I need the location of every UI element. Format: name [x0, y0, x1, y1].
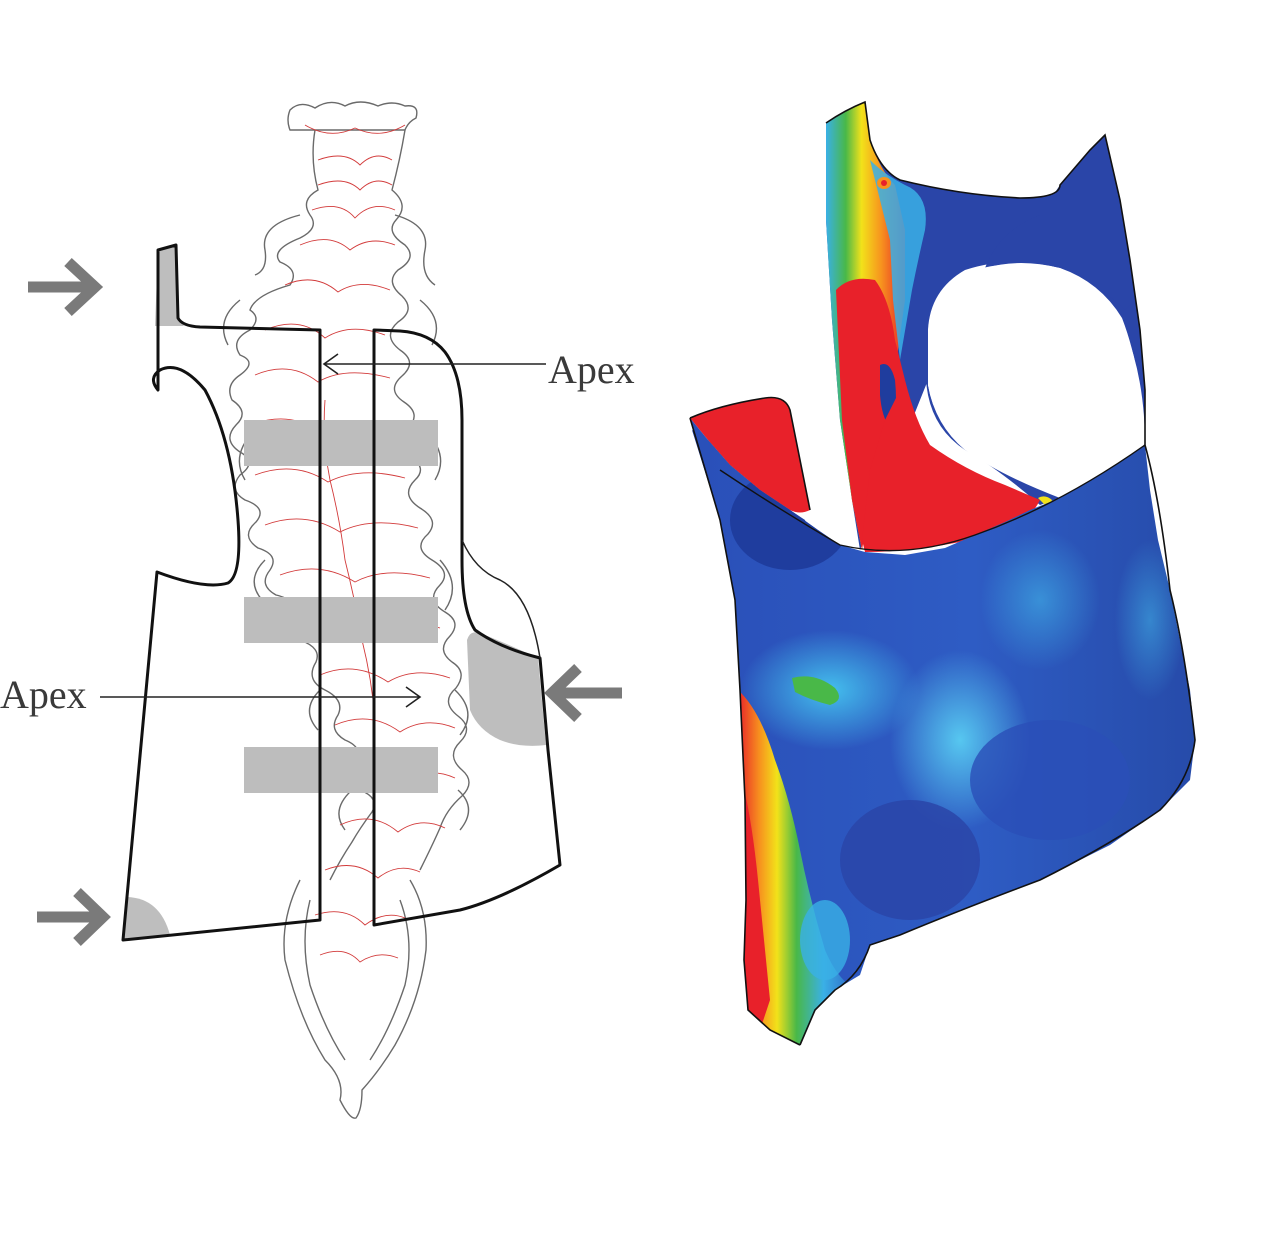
- arrow-right-icon: [37, 888, 111, 946]
- arrow-right-icon: [28, 257, 104, 317]
- arrow-left-icon: [544, 664, 622, 722]
- pressure-pad-upper: [244, 420, 438, 466]
- contact-region-right: [467, 632, 546, 746]
- contact-region-lower-left: [123, 897, 170, 940]
- stress-contour-model: [689, 100, 1196, 1046]
- brace-schematic: Apex Apex: [0, 101, 635, 1119]
- apex-label-upper: Apex: [548, 347, 635, 392]
- stress-body-outline: [689, 100, 1196, 1046]
- pressure-pad-middle: [244, 597, 438, 643]
- brace-right-trimline: [461, 539, 541, 659]
- stress-upper-panel: [826, 102, 1145, 552]
- apex-label-lower: Apex: [0, 672, 87, 717]
- brace-left-panel: [121, 243, 322, 942]
- pressure-pad-lower: [244, 747, 438, 793]
- brace-right-panel: [372, 328, 562, 927]
- spine-red-contours: [249, 124, 456, 963]
- apex-pointer-upper: [322, 353, 546, 375]
- apex-pointer-lower: [100, 686, 422, 708]
